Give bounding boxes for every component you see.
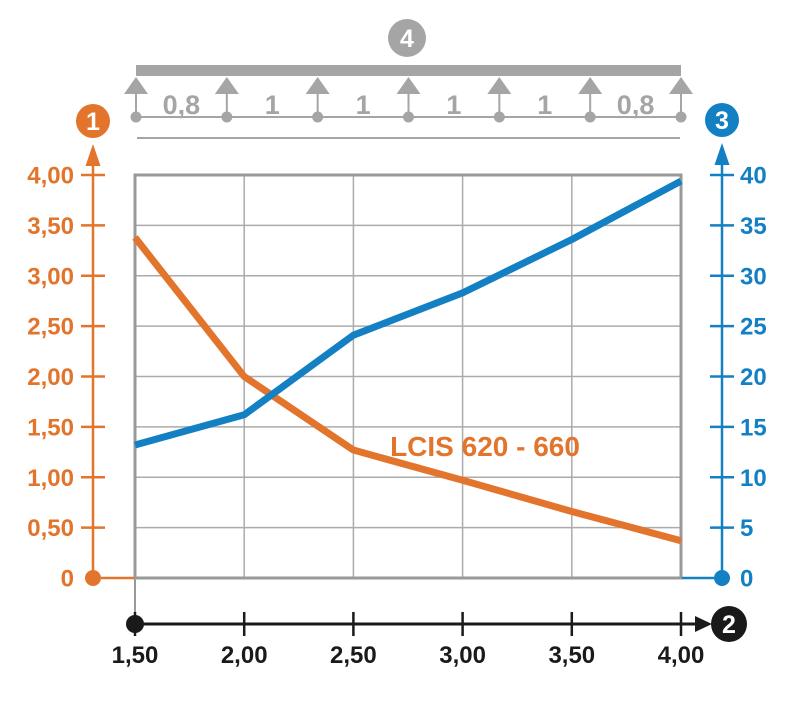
support-dot <box>675 111 687 123</box>
left-axis-tick-label: 4,00 <box>27 163 74 190</box>
left-axis-tick-label: 2,50 <box>27 314 74 341</box>
right-axis-tick-label: 5 <box>740 515 753 542</box>
right-axis-tick-label: 25 <box>740 314 767 341</box>
support-triangle-icon <box>669 77 693 94</box>
marker-4-badge-label: 4 <box>400 25 414 53</box>
marker-1-badge-label: 1 <box>86 108 100 136</box>
support-triangle-icon <box>396 77 421 94</box>
marker-3-badge <box>705 103 739 137</box>
support-dot <box>403 111 414 123</box>
series-label: LCIS 620 - 660 <box>390 431 580 462</box>
left-axis-tick-label: 2,00 <box>27 364 74 391</box>
right-axis-tick-label: 30 <box>740 263 767 290</box>
right-axis-arrow-icon <box>714 143 730 165</box>
right-axis-zero-dot <box>714 570 730 586</box>
support-dot <box>221 111 233 123</box>
x-axis-tick-label: 1,50 <box>112 642 159 669</box>
left-axis-tick-label: 1,00 <box>27 465 74 492</box>
left-axis-tick-label: 0 <box>61 566 74 593</box>
span-label: 0,8 <box>617 90 655 120</box>
left-axis-zero-dot <box>85 570 101 586</box>
right-axis-tick-label: 20 <box>740 364 767 391</box>
marker-3-badge-label: 3 <box>715 107 729 135</box>
support-triangle-icon <box>214 77 239 94</box>
support-triangle-icon <box>578 77 603 94</box>
x-axis-arrow-icon <box>695 616 712 632</box>
support-dot <box>584 111 596 123</box>
beam-bar <box>136 65 681 76</box>
span-label: 0,8 <box>163 90 201 120</box>
span-label: 1 <box>356 90 371 120</box>
x-axis-tick-label: 2,00 <box>221 642 268 669</box>
right-axis-tick-label: 35 <box>740 213 767 240</box>
left-axis-tick-label: 0,50 <box>27 515 74 542</box>
marker-2-badge <box>711 606 747 642</box>
right-axis-tick-label: 0 <box>740 566 753 593</box>
x-axis-origin-dot <box>126 615 144 633</box>
left-axis-tick-label: 3,50 <box>27 213 74 240</box>
x-axis-tick-label: 3,50 <box>548 642 595 669</box>
marker-2-badge-label: 2 <box>722 611 736 639</box>
left-axis-arrow-icon <box>85 144 101 166</box>
right-axis-tick-label: 40 <box>740 163 767 190</box>
x-axis-tick-label: 2,50 <box>330 642 377 669</box>
support-dot <box>130 111 142 123</box>
plot-border <box>133 173 683 580</box>
left-axis-tick-label: 1,50 <box>27 414 74 441</box>
support-dot <box>493 111 505 123</box>
marker-1-badge <box>76 104 110 138</box>
span-label: 1 <box>265 90 280 120</box>
support-dot <box>312 111 324 123</box>
support-triangle-icon <box>487 77 512 94</box>
series-line-left-axis <box>132 235 682 545</box>
span-label: 1 <box>446 90 461 120</box>
marker-4-badge <box>388 19 426 57</box>
x-axis-tick-label: 4,00 <box>658 642 705 669</box>
right-axis-tick-label: 10 <box>740 465 767 492</box>
series-line-right-axis <box>134 177 683 449</box>
right-axis-tick-label: 15 <box>740 414 767 441</box>
support-triangle-icon <box>305 77 330 94</box>
x-axis-tick-label: 3,00 <box>439 642 486 669</box>
support-triangle-icon <box>124 77 148 94</box>
left-axis-tick-label: 3,00 <box>27 263 74 290</box>
span-label: 1 <box>537 90 552 120</box>
